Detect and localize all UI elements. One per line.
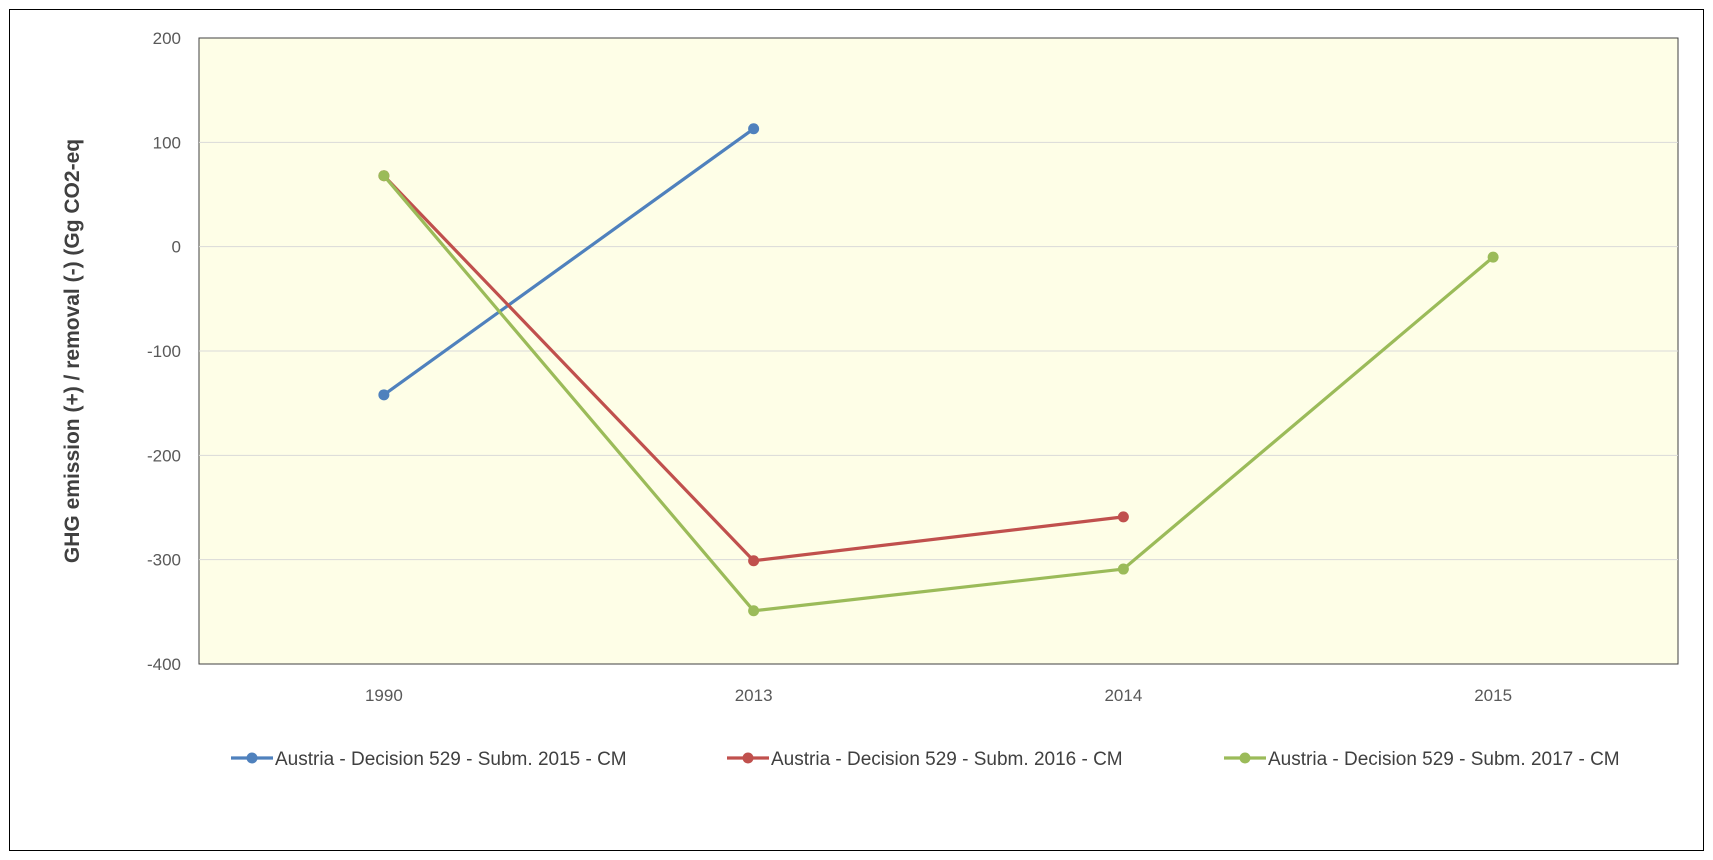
data-point	[1117, 511, 1129, 523]
y-axis-ticks: 200 100 0 -100 -200 -300 -400	[147, 29, 181, 674]
data-point	[378, 170, 390, 182]
legend: Austria - Decision 529 - Subm. 2015 - CM…	[231, 749, 1620, 770]
y-tick-label: 100	[153, 133, 181, 152]
y-tick-label: -100	[147, 342, 181, 361]
series-1	[378, 123, 760, 401]
x-axis-ticks: 1990 2013 2014 2015	[365, 686, 1512, 705]
y-tick-label: 200	[153, 29, 181, 48]
legend-marker	[1239, 752, 1251, 764]
data-point	[378, 389, 390, 401]
data-point	[748, 605, 760, 617]
legend-item: Austria - Decision 529 - Subm. 2016 - CM	[727, 749, 1123, 770]
data-point	[1117, 563, 1129, 575]
y-tick-label: -400	[147, 655, 181, 674]
series-line	[382, 127, 755, 397]
data-point	[748, 123, 760, 135]
y-axis-title: GHG emission (+) / removal (-) (Gg CO2-e…	[61, 139, 84, 563]
x-tick-label: 1990	[365, 686, 403, 705]
y-tick-label: -300	[147, 551, 181, 570]
data-point	[1487, 251, 1499, 263]
y-tick-label: 0	[172, 238, 181, 257]
y-tick-label: -200	[147, 446, 181, 465]
x-tick-label: 2014	[1104, 686, 1142, 705]
legend-label: Austria - Decision 529 - Subm. 2017 - CM	[1268, 749, 1620, 770]
x-tick-label: 2015	[1474, 686, 1512, 705]
legend-item: Austria - Decision 529 - Subm. 2017 - CM	[1224, 749, 1620, 770]
legend-label: Austria - Decision 529 - Subm. 2016 - CM	[771, 749, 1123, 770]
series-line	[382, 174, 1495, 613]
legend-marker	[742, 752, 754, 764]
legend-item: Austria - Decision 529 - Subm. 2015 - CM	[231, 749, 627, 770]
x-tick-label: 2013	[735, 686, 773, 705]
legend-marker	[246, 752, 258, 764]
legend-label: Austria - Decision 529 - Subm. 2015 - CM	[275, 749, 627, 770]
series-group	[378, 123, 1499, 617]
data-point	[748, 555, 760, 567]
series-3	[378, 170, 1499, 617]
